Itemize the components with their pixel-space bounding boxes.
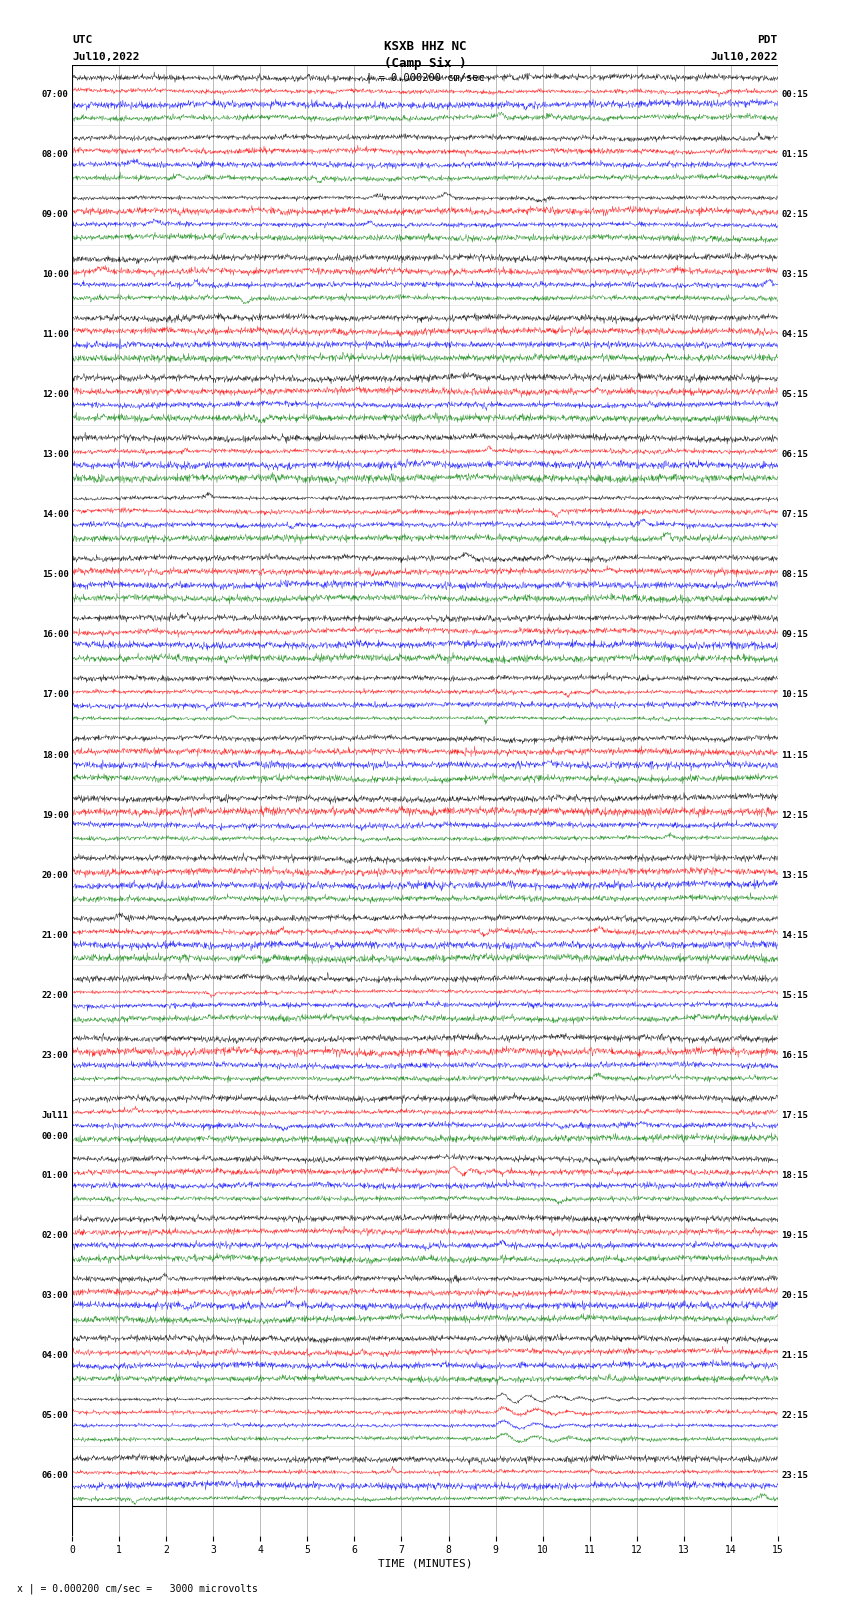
Text: Jul11: Jul11 [42, 1111, 69, 1119]
Text: 11:15: 11:15 [781, 750, 808, 760]
Text: (Camp Six ): (Camp Six ) [383, 56, 467, 69]
Text: 19:15: 19:15 [781, 1231, 808, 1240]
Text: 13:15: 13:15 [781, 871, 808, 879]
Text: 15:15: 15:15 [781, 990, 808, 1000]
Text: 12:00: 12:00 [42, 390, 69, 400]
Text: 02:15: 02:15 [781, 210, 808, 219]
Text: 23:00: 23:00 [42, 1050, 69, 1060]
Text: 02:00: 02:00 [42, 1231, 69, 1240]
Text: 00:15: 00:15 [781, 90, 808, 98]
Text: 16:00: 16:00 [42, 631, 69, 639]
Text: 21:15: 21:15 [781, 1352, 808, 1360]
Text: KSXB HHZ NC: KSXB HHZ NC [383, 40, 467, 53]
Text: Jul10,2022: Jul10,2022 [72, 52, 139, 61]
Text: 09:00: 09:00 [42, 210, 69, 219]
Text: 17:00: 17:00 [42, 690, 69, 700]
Text: 09:15: 09:15 [781, 631, 808, 639]
Text: 11:00: 11:00 [42, 331, 69, 339]
Text: 08:15: 08:15 [781, 571, 808, 579]
Text: 16:15: 16:15 [781, 1050, 808, 1060]
Text: 01:00: 01:00 [42, 1171, 69, 1179]
Text: 18:15: 18:15 [781, 1171, 808, 1179]
Text: 23:15: 23:15 [781, 1471, 808, 1481]
Text: 12:15: 12:15 [781, 811, 808, 819]
Text: 07:15: 07:15 [781, 510, 808, 519]
Text: UTC: UTC [72, 35, 93, 45]
Text: 15:00: 15:00 [42, 571, 69, 579]
Text: PDT: PDT [757, 35, 778, 45]
Text: 22:00: 22:00 [42, 990, 69, 1000]
Text: 13:00: 13:00 [42, 450, 69, 460]
Text: 08:00: 08:00 [42, 150, 69, 160]
Text: 00:00: 00:00 [42, 1132, 69, 1140]
X-axis label: TIME (MINUTES): TIME (MINUTES) [377, 1558, 473, 1568]
Text: 17:15: 17:15 [781, 1111, 808, 1119]
Text: x | = 0.000200 cm/sec =   3000 microvolts: x | = 0.000200 cm/sec = 3000 microvolts [17, 1582, 258, 1594]
Text: 22:15: 22:15 [781, 1411, 808, 1419]
Text: 01:15: 01:15 [781, 150, 808, 160]
Text: 21:00: 21:00 [42, 931, 69, 940]
Text: 07:00: 07:00 [42, 90, 69, 98]
Text: 19:00: 19:00 [42, 811, 69, 819]
Text: 03:00: 03:00 [42, 1290, 69, 1300]
Text: 20:00: 20:00 [42, 871, 69, 879]
Text: 18:00: 18:00 [42, 750, 69, 760]
Text: Jul10,2022: Jul10,2022 [711, 52, 778, 61]
Text: 10:00: 10:00 [42, 269, 69, 279]
Text: 04:15: 04:15 [781, 331, 808, 339]
Text: 06:15: 06:15 [781, 450, 808, 460]
Text: 06:00: 06:00 [42, 1471, 69, 1481]
Text: 14:15: 14:15 [781, 931, 808, 940]
Text: 20:15: 20:15 [781, 1290, 808, 1300]
Text: 10:15: 10:15 [781, 690, 808, 700]
Text: 14:00: 14:00 [42, 510, 69, 519]
Text: 05:15: 05:15 [781, 390, 808, 400]
Text: 04:00: 04:00 [42, 1352, 69, 1360]
Text: 05:00: 05:00 [42, 1411, 69, 1419]
Text: | = 0.000200 cm/sec: | = 0.000200 cm/sec [366, 73, 484, 84]
Text: 03:15: 03:15 [781, 269, 808, 279]
